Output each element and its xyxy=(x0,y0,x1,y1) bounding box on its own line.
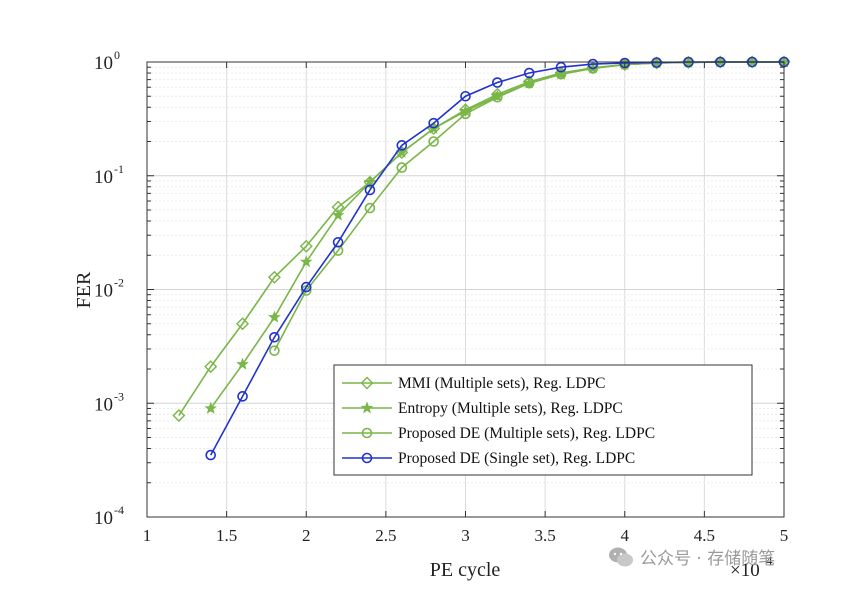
y-tick-label: 10 -2 xyxy=(94,276,124,302)
legend-label: Proposed DE (Single set), Reg. LDPC xyxy=(398,450,635,467)
y-tick-label-exp: -3 xyxy=(114,389,124,403)
series-4-point xyxy=(205,449,216,461)
ticks xyxy=(146,61,785,518)
series-3-point xyxy=(269,345,280,356)
x-tick-label: 2.5 xyxy=(375,526,396,545)
series-2-point xyxy=(299,255,313,268)
y-tick-label-base: 10 xyxy=(94,394,113,415)
y-tick-label: 10 0 xyxy=(94,48,120,74)
series-4-point xyxy=(428,117,439,129)
watermark-text: 公众号 · 存储随笔 xyxy=(640,549,776,569)
series-4-point xyxy=(332,236,344,248)
series-4-point xyxy=(587,58,599,70)
series-3-point xyxy=(555,68,567,80)
series-1-point xyxy=(267,270,281,284)
legend-label: MMI (Multiple sets), Reg. LDPC xyxy=(398,375,606,392)
legend-item-3: Proposed DE (Multiple sets), Reg. LDPC xyxy=(342,425,655,442)
x-tick-label: 5 xyxy=(780,526,789,545)
y-tick-label-base: 10 xyxy=(94,167,113,188)
series-2-point xyxy=(268,310,281,323)
series-3-point xyxy=(364,202,376,214)
series-3-point xyxy=(460,108,471,120)
x-tick-label: 1.5 xyxy=(216,526,237,545)
series-3-point xyxy=(523,77,535,89)
legend: MMI (Multiple sets), Reg. LDPC Entropy (M… xyxy=(333,364,753,476)
series-3-point xyxy=(396,162,408,173)
series-1-point xyxy=(236,317,250,331)
series-1-point xyxy=(172,409,186,423)
legend-item-4: Proposed DE (Single set), Reg. LDPC xyxy=(342,450,635,467)
x-tick-label: 4 xyxy=(621,526,630,545)
series-1-point xyxy=(490,87,504,101)
legend-marker xyxy=(361,427,373,439)
legend-marker xyxy=(360,376,374,390)
series-1-point xyxy=(459,103,472,117)
series-4-point xyxy=(300,281,312,293)
x-tick-label: 3 xyxy=(461,526,470,545)
y-tick-label-exp: -1 xyxy=(114,162,124,176)
y-tick-label: 10 -1 xyxy=(94,162,124,188)
series-4-point xyxy=(523,67,535,79)
series-2-point xyxy=(363,175,377,188)
x-axis-label: PE cycle xyxy=(430,559,501,581)
x-tick-label: 4.5 xyxy=(694,526,715,545)
legend-marker xyxy=(360,401,374,414)
legend-marker xyxy=(361,452,373,464)
series-4-point xyxy=(396,140,408,151)
legend-label: Proposed DE (Multiple sets), Reg. LDPC xyxy=(398,425,655,442)
series-3-point xyxy=(492,91,503,103)
wechat-icon xyxy=(609,547,633,566)
y-tick-label-exp: -2 xyxy=(114,276,124,290)
legend-item-1: MMI (Multiple sets), Reg. LDPC xyxy=(342,375,606,392)
series-4-point xyxy=(460,90,471,102)
y-tick-label-exp: -4 xyxy=(114,503,124,517)
x-multiplier: ×10 4 xyxy=(730,553,773,581)
y-axis-label: FER xyxy=(73,271,95,308)
series-1-point xyxy=(299,239,313,253)
legend-item-2: Entropy (Multiple sets), Reg. LDPC xyxy=(342,400,623,417)
x-multiplier-exp: 4 xyxy=(766,553,773,568)
series-4-point xyxy=(492,77,503,88)
y-tick-label-base: 10 xyxy=(94,53,113,74)
series-2-point xyxy=(204,401,218,414)
series-4-point xyxy=(269,331,280,343)
series-2-point xyxy=(236,357,249,370)
x-multiplier-base: ×10 xyxy=(730,560,760,581)
series-4-point xyxy=(364,184,376,196)
x-tick-label: 3.5 xyxy=(535,526,556,545)
watermark: 公众号 · 存储随笔 xyxy=(608,544,775,569)
y-tick-label-base: 10 xyxy=(94,281,113,302)
legend-label: Entropy (Multiple sets), Reg. LDPC xyxy=(398,400,623,417)
series-1-point xyxy=(204,360,218,374)
series-4-point xyxy=(237,391,248,402)
series-3-point xyxy=(428,136,439,147)
y-tick-label: 10 -3 xyxy=(94,389,124,415)
series-4-point xyxy=(555,61,567,73)
x-tick-label: 1 xyxy=(143,526,152,545)
series-2-point xyxy=(331,208,345,221)
y-tick-label: 10 -4 xyxy=(94,503,124,529)
x-tick-label: 2 xyxy=(302,526,311,545)
y-tick-label-exp: 0 xyxy=(114,48,120,62)
y-tick-label-base: 10 xyxy=(94,508,113,529)
legend-box xyxy=(333,364,753,476)
